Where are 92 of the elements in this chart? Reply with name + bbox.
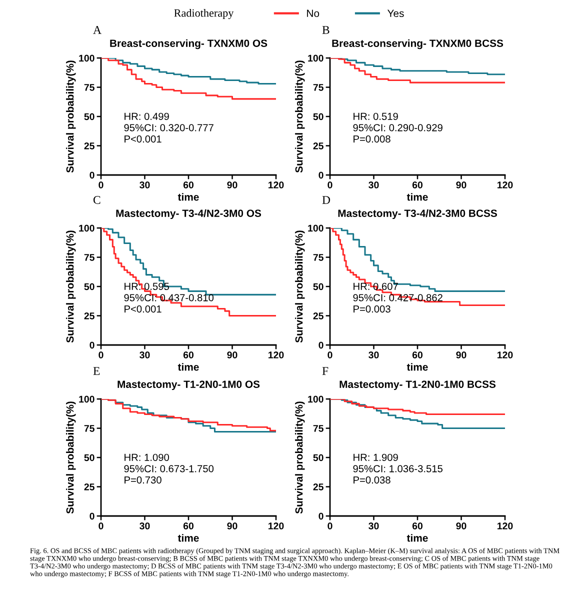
chart-title: Mastectomy- T1-2N0-1M0 BCSS: [340, 380, 496, 390]
x-tick-label: 60: [183, 352, 194, 358]
y-tick-label: 100: [308, 224, 324, 232]
x-tick-label: 0: [98, 522, 104, 530]
y-tick-label: 0: [90, 512, 94, 520]
y-tick-label: 75: [313, 84, 324, 91]
x-tick-label: 60: [183, 522, 194, 530]
y-tick-label: 100: [79, 54, 94, 62]
y-axis-title: Survival probability(%): [66, 60, 76, 173]
text: F: [322, 367, 328, 375]
y-tick-label: 75: [84, 425, 94, 432]
x-tick-label: 120: [498, 352, 513, 358]
x-tick-label: 90: [456, 352, 466, 358]
x-tick-label: 90: [227, 352, 238, 358]
x-tick-label: 90: [456, 182, 466, 188]
y-axis-title: Survival probability(%): [295, 60, 305, 173]
x-axis-title: time: [406, 193, 428, 201]
x-tick-label: 30: [368, 182, 379, 188]
legend-title: Radiotherapy: [174, 8, 234, 20]
y-axis-title: Survival probability(%): [295, 402, 305, 514]
annotation: HR: 0.519 95%CI: 0.290-0.929 P=0.008: [353, 112, 442, 143]
x-axis-title: time: [178, 534, 199, 542]
y-tick-label: 50: [84, 454, 94, 462]
x-tick-label: 60: [412, 182, 423, 188]
annotation: HR: 1.090 95%CI: 0.673-1.750 P=0.730: [124, 454, 214, 484]
y-tick-label: 25: [313, 142, 324, 150]
y-tick-label: 0: [318, 342, 324, 349]
text: B: [322, 26, 330, 34]
x-tick-label: 90: [227, 522, 238, 530]
x-tick-label: 30: [140, 522, 150, 530]
x-axis-title: time: [178, 193, 199, 201]
x-tick-label: 30: [368, 522, 379, 530]
y-tick-label: 50: [84, 113, 94, 120]
y-tick-label: 0: [318, 512, 324, 520]
x-tick-label: 120: [498, 522, 513, 530]
y-tick-label: 100: [79, 224, 94, 232]
x-tick-label: 120: [498, 182, 513, 188]
x-tick-label: 120: [268, 352, 284, 358]
y-tick-label: 75: [313, 254, 324, 261]
x-tick-label: 60: [183, 182, 194, 188]
text: D: [322, 196, 330, 204]
y-tick-label: 75: [84, 84, 94, 91]
x-tick-label: 0: [98, 352, 104, 358]
chart-title: Mastectomy- T3-4/N2-3M0 OS: [116, 209, 262, 220]
x-tick-label: 0: [98, 182, 104, 188]
x-axis-title: time: [406, 363, 428, 371]
x-tick-label: 60: [412, 522, 423, 530]
x-tick-label: 120: [268, 182, 284, 188]
x-tick-label: 120: [268, 522, 284, 530]
annotation: HR: 0.595 95%CI: 0.437-0.810 P<0.001: [124, 282, 214, 313]
chart-title: Mastectomy- T3-4/N2-3M0 BCSS: [338, 209, 497, 220]
annotation: HR: 1.909 95%CI: 1.036-3.515 P=0.038: [353, 454, 443, 484]
y-tick-label: 50: [313, 113, 324, 120]
chart-title: Breast-conserving- TXNXM0 OS: [110, 39, 268, 50]
y-tick-label: 100: [308, 54, 324, 62]
y-tick-label: 50: [313, 454, 324, 462]
legend-label: No: [307, 10, 320, 18]
y-tick-label: 25: [84, 142, 94, 150]
y-tick-label: 25: [84, 312, 94, 320]
y-tick-label: 25: [313, 483, 324, 490]
y-tick-label: 75: [313, 425, 324, 432]
y-tick-label: 0: [318, 172, 324, 179]
y-tick-label: 50: [313, 283, 324, 290]
text: A: [93, 26, 102, 34]
y-axis-title: Survival probability(%): [295, 230, 305, 343]
x-axis-title: time: [178, 363, 199, 371]
x-tick-label: 30: [140, 182, 150, 188]
chart-title: Breast-conserving- TXNXM0 BCSS: [332, 39, 504, 50]
y-axis-title: Survival probability(%): [66, 402, 76, 514]
legend-label: Yes: [387, 10, 404, 18]
x-axis-title: time: [406, 534, 428, 542]
y-tick-label: 0: [90, 342, 94, 349]
text: E: [93, 367, 100, 375]
y-tick-label: 25: [313, 312, 324, 320]
y-tick-label: 50: [84, 283, 94, 290]
annotation: HR: 0.499 95%CI: 0.320-0.777 P<0.001: [124, 112, 214, 143]
y-tick-label: 0: [90, 172, 94, 179]
y-tick-label: 25: [84, 483, 94, 490]
x-tick-label: 30: [140, 352, 150, 358]
y-axis-title: Survival probability(%): [66, 230, 76, 343]
x-tick-label: 90: [456, 522, 466, 530]
x-tick-label: 60: [412, 352, 423, 358]
x-tick-label: 0: [328, 352, 332, 358]
text: C: [93, 196, 100, 204]
chart-title: Mastectomy- T1-2N0-1M0 OS: [118, 380, 260, 390]
y-tick-label: 75: [84, 254, 94, 261]
x-tick-label: 30: [368, 352, 379, 358]
y-tick-label: 100: [308, 396, 324, 403]
x-tick-label: 0: [328, 522, 332, 530]
x-tick-label: 90: [227, 182, 238, 188]
y-tick-label: 100: [79, 396, 94, 403]
x-tick-label: 0: [328, 182, 332, 188]
